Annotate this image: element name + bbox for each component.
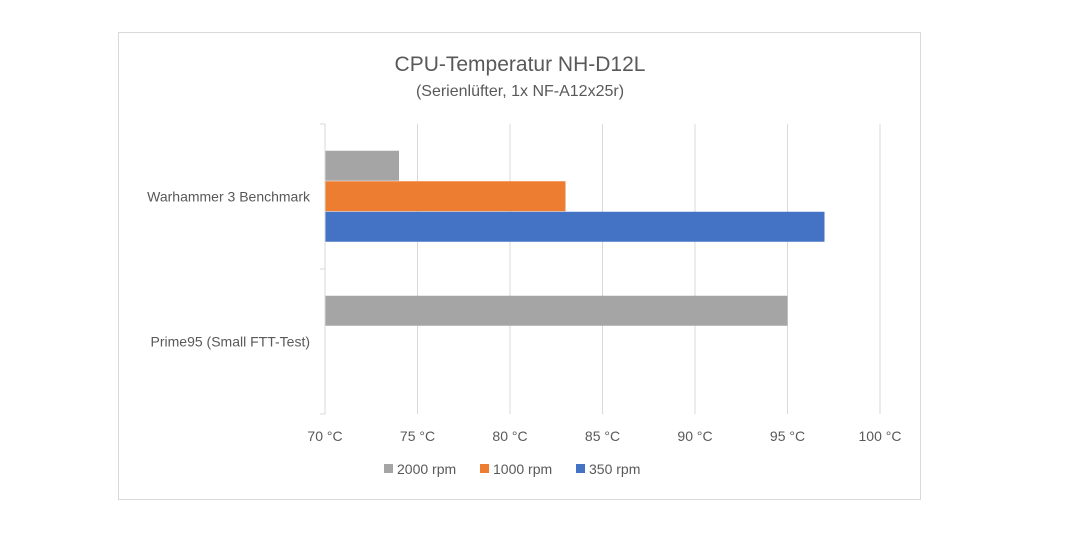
chart-subtitle: (Serienlüfter, 1x NF-A12x25r): [416, 83, 624, 100]
bar-2000-rpm: [325, 295, 788, 326]
x-tick-label: 95 °C: [770, 428, 805, 444]
x-tick-label: 70 °C: [307, 428, 342, 444]
chart-title: CPU-Temperatur NH-D12L: [395, 53, 646, 76]
bar-350-rpm: [325, 211, 825, 242]
bar-1000-rpm: [325, 181, 566, 212]
x-tick-label: 100 °C: [859, 428, 902, 444]
legend-label: 350 rpm: [589, 461, 640, 477]
x-tick-label: 75 °C: [400, 428, 435, 444]
bar-2000-rpm: [325, 150, 399, 181]
category-label: Prime95 (Small FTT-Test): [151, 334, 310, 350]
legend-label: 1000 rpm: [493, 461, 552, 477]
legend-swatch: [384, 464, 393, 473]
legend-label: 2000 rpm: [397, 461, 456, 477]
legend-swatch: [576, 464, 585, 473]
x-tick-label: 90 °C: [677, 428, 712, 444]
category-label: Warhammer 3 Benchmark: [147, 189, 311, 205]
legend-swatch: [480, 464, 489, 473]
x-tick-label: 80 °C: [492, 428, 527, 444]
x-tick-label: 85 °C: [585, 428, 620, 444]
